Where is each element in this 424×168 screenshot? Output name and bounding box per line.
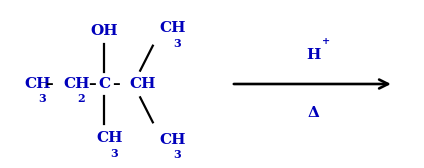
Text: –: – bbox=[45, 77, 53, 91]
Text: +: + bbox=[322, 37, 330, 46]
Text: –: – bbox=[112, 77, 120, 91]
Text: 2: 2 bbox=[77, 93, 85, 104]
Text: OH: OH bbox=[90, 24, 118, 38]
Text: C: C bbox=[98, 77, 110, 91]
Text: 3: 3 bbox=[111, 148, 118, 159]
Text: H: H bbox=[306, 48, 321, 62]
Text: CH: CH bbox=[97, 131, 123, 145]
Text: –: – bbox=[88, 77, 95, 91]
Text: CH: CH bbox=[159, 133, 186, 147]
Text: CH: CH bbox=[130, 77, 156, 91]
Text: 3: 3 bbox=[173, 38, 181, 49]
Text: 3: 3 bbox=[173, 149, 181, 160]
Text: CH: CH bbox=[159, 21, 186, 35]
Text: CH: CH bbox=[24, 77, 50, 91]
Text: Δ: Δ bbox=[307, 106, 319, 120]
Text: CH: CH bbox=[63, 77, 90, 91]
Text: 3: 3 bbox=[38, 93, 46, 104]
